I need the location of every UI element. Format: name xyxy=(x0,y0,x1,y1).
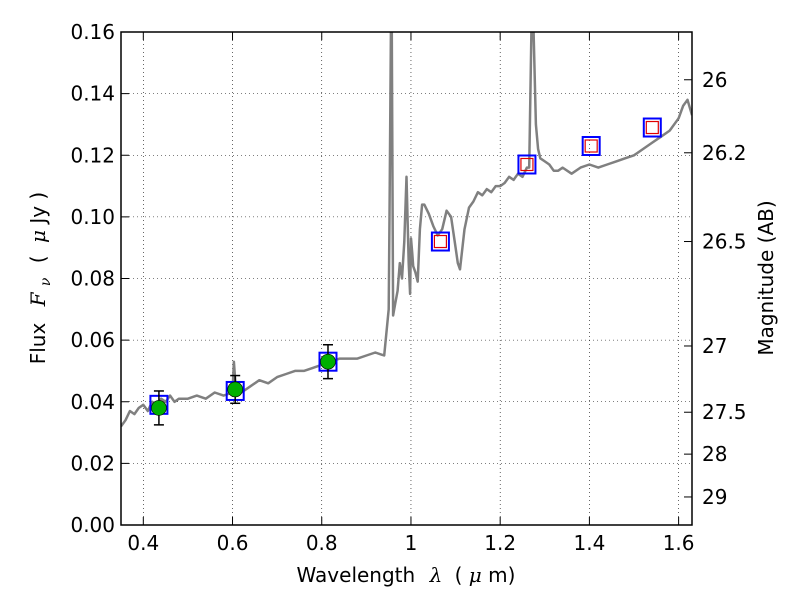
model-photometry-red-square xyxy=(584,139,598,153)
observed-photometry-point xyxy=(320,353,336,370)
secondary-y-axis-label: Magnitude (AB) xyxy=(754,200,778,355)
x-tick-label: 1.4 xyxy=(573,531,605,555)
model-photometry-blue-square xyxy=(581,136,601,157)
y-tick-label: 0.00 xyxy=(70,513,115,537)
x-tick-label: 0.6 xyxy=(217,531,249,555)
sed-model-line xyxy=(121,32,692,428)
magnitude-tick-label: 27.5 xyxy=(702,400,747,424)
model-photometry-blue-square xyxy=(642,117,662,138)
magnitude-tick-label: 27 xyxy=(702,334,727,358)
x-tick-label: 1.2 xyxy=(484,531,516,555)
y-tick-label: 0.04 xyxy=(70,390,115,414)
x-axis-label-symbol: λ xyxy=(429,563,443,587)
y-axis-label-symbol: F xyxy=(26,291,50,307)
x-tick-label: 0.4 xyxy=(127,531,159,555)
magnitude-tick-label: 29 xyxy=(702,485,727,509)
plot-layer xyxy=(121,32,692,428)
observed-photometry-point xyxy=(151,400,167,416)
tick-layer: 0.4 0.6 0.8 1 1.2 1.4 1.6 0.00 0.02 0.04 0.06 0.08 0… xyxy=(70,20,746,555)
y-tick-label: 0.02 xyxy=(70,451,115,475)
y-tick-label: 0.14 xyxy=(70,82,115,106)
magnitude-tick-label: 28 xyxy=(702,442,727,466)
y-axis-label-subscript: ν xyxy=(38,277,54,286)
magnitude-tick-label: 26.2 xyxy=(702,141,747,165)
magnitude-tick-label: 26 xyxy=(702,68,727,92)
x-tick-label: 1 xyxy=(405,531,418,555)
y-axis-label-unit-rest: Jy ) xyxy=(26,192,50,226)
model-photometry-blue-square xyxy=(517,154,537,175)
y-tick-label: 0.08 xyxy=(70,267,115,291)
x-axis-label-prefix: Wavelength xyxy=(297,563,416,587)
magnitude-tick-label: 26.5 xyxy=(702,230,747,254)
x-axis-label-unit-mu: μ xyxy=(469,563,482,587)
model-photometry-red-square xyxy=(520,157,534,172)
y-tick-label: 0.10 xyxy=(70,205,115,229)
y-axis-label-unit-open: ( xyxy=(26,255,50,263)
x-axis-label-unit-rest: m) xyxy=(488,563,515,587)
y-tick-label: 0.16 xyxy=(70,20,115,44)
model-photometry-blue-square xyxy=(430,231,450,252)
y-tick-label: 0.06 xyxy=(70,328,115,352)
observed-photometry-point xyxy=(227,381,243,398)
x-tick-label: 0.8 xyxy=(306,531,338,555)
y-axis-label-unit-mu: μ xyxy=(26,230,50,243)
y-tick-label: 0.12 xyxy=(70,143,115,167)
y-axis-label-prefix: Flux xyxy=(26,323,50,365)
model-photometry-red-square xyxy=(433,234,448,249)
x-axis-label-unit-open: ( xyxy=(455,563,463,587)
y-axis-label: Flux F ν ( μ Jy ) xyxy=(26,192,55,365)
model-photometry-red-square xyxy=(645,120,659,135)
x-tick-label: 1.6 xyxy=(663,531,695,555)
x-axis-label: Wavelength λ ( μ m) xyxy=(297,563,516,587)
